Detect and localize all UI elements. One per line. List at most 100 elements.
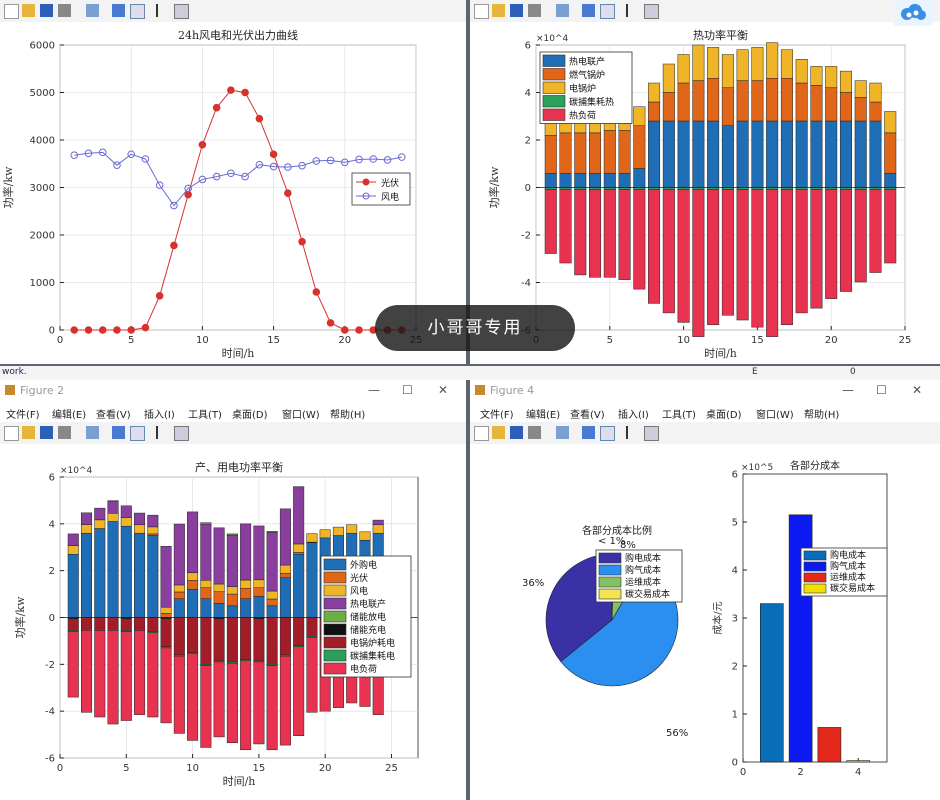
bar-segment <box>147 632 159 718</box>
insert-colorbar-icon[interactable] <box>582 426 595 439</box>
bar-segment <box>94 507 106 521</box>
plot-tools-icon[interactable] <box>174 426 189 441</box>
print-icon[interactable] <box>528 4 541 17</box>
new-figure-icon[interactable] <box>474 426 489 441</box>
pv-point <box>355 326 363 334</box>
bar-segment <box>147 617 159 632</box>
wind-point <box>241 172 249 181</box>
save-icon[interactable] <box>510 426 523 439</box>
bar-segment <box>884 189 897 264</box>
insert-colorbar-icon[interactable] <box>112 4 125 17</box>
open-icon[interactable] <box>22 426 35 439</box>
zoom-icon[interactable] <box>556 4 569 17</box>
bar-segment <box>147 514 159 528</box>
pointer-icon[interactable] <box>156 4 171 17</box>
bar-segment <box>200 665 212 748</box>
pointer-icon[interactable] <box>156 426 171 439</box>
zoom-icon[interactable] <box>556 426 569 439</box>
plot-area: 0510152025010002000300040005000600024h风电… <box>0 22 466 364</box>
bar-segment <box>648 120 661 188</box>
insert-legend-icon[interactable] <box>600 426 615 441</box>
bar-segment <box>306 533 318 543</box>
new-figure-icon[interactable] <box>474 4 489 19</box>
maximize-button[interactable]: ☐ <box>402 383 413 397</box>
print-icon[interactable] <box>58 4 71 17</box>
bar-segment <box>81 532 93 618</box>
cloud-icon[interactable] <box>893 0 933 26</box>
bar-segment <box>736 120 749 188</box>
bar-segment <box>240 598 252 618</box>
bar-segment <box>240 587 252 600</box>
bar-segment <box>81 617 93 630</box>
plot-tools-icon[interactable] <box>644 4 659 19</box>
bar-segment <box>633 106 646 126</box>
bar-segment <box>253 587 265 597</box>
wind-point <box>326 156 335 165</box>
insert-colorbar-icon[interactable] <box>112 426 125 439</box>
bar-segment <box>692 80 705 122</box>
save-icon[interactable] <box>510 4 523 17</box>
bar-segment <box>839 92 852 122</box>
bar-segment <box>544 173 557 188</box>
legend-swatch <box>542 54 566 67</box>
insert-legend-icon[interactable] <box>130 426 145 441</box>
pv-point <box>170 241 178 250</box>
minimize-button[interactable]: — <box>842 383 854 397</box>
zoom-icon[interactable] <box>86 4 99 17</box>
menu-file[interactable]: 文件(F) <box>6 410 40 421</box>
menu-window[interactable]: 窗口(W) <box>756 410 794 421</box>
insert-legend-icon[interactable] <box>600 4 615 19</box>
open-icon[interactable] <box>492 426 505 439</box>
menu-insert[interactable]: 插入(I) <box>144 410 175 421</box>
menu-tools[interactable]: 工具(T) <box>188 410 222 421</box>
menu-desktop[interactable]: 桌面(D) <box>232 410 268 421</box>
bar-segment <box>736 80 749 122</box>
pointer-icon[interactable] <box>626 426 641 439</box>
insert-legend-icon[interactable] <box>130 4 145 19</box>
bar-segment <box>854 80 867 98</box>
insert-colorbar-icon[interactable] <box>582 4 595 17</box>
pie-label: 8% <box>620 540 636 551</box>
menu-insert[interactable]: 插入(I) <box>618 410 649 421</box>
plot-tools-icon[interactable] <box>174 4 189 19</box>
save-icon[interactable] <box>40 426 53 439</box>
save-icon[interactable] <box>40 4 53 17</box>
menu-help[interactable]: 帮助(H) <box>804 410 840 421</box>
bar-segment <box>677 120 690 188</box>
pv-point <box>84 326 93 334</box>
new-figure-icon[interactable] <box>4 4 19 19</box>
menu-window[interactable]: 窗口(W) <box>282 410 320 421</box>
menu-view[interactable]: 查看(V) <box>96 410 131 421</box>
bar-segment <box>736 189 749 321</box>
open-icon[interactable] <box>492 4 505 17</box>
menu-desktop[interactable]: 桌面(D) <box>706 410 742 421</box>
bar-segment <box>279 617 291 656</box>
menu-help[interactable]: 帮助(H) <box>330 410 366 421</box>
x-tick-label: 10 <box>677 335 690 346</box>
bar-segment <box>200 598 212 618</box>
bar-segment <box>721 125 734 188</box>
pv-point <box>198 140 207 149</box>
bar-segment <box>346 524 358 534</box>
pointer-icon[interactable] <box>626 4 641 17</box>
close-button[interactable]: ✕ <box>912 383 923 397</box>
pv-point <box>212 103 221 112</box>
menu-view[interactable]: 查看(V) <box>570 410 605 421</box>
menu-file[interactable]: 文件(F) <box>480 410 514 421</box>
menu-edit[interactable]: 编辑(E) <box>526 410 561 421</box>
new-figure-icon[interactable] <box>4 426 19 441</box>
open-icon[interactable] <box>22 4 35 17</box>
menu-edit[interactable]: 编辑(E) <box>52 410 87 421</box>
print-icon[interactable] <box>528 426 541 439</box>
print-icon[interactable] <box>58 426 71 439</box>
plot-tools-icon[interactable] <box>644 426 659 441</box>
bar-segment <box>279 508 291 566</box>
minimize-button[interactable]: — <box>368 383 380 397</box>
close-button[interactable]: ✕ <box>438 383 449 397</box>
legend-swatch <box>542 108 566 121</box>
menu-bar: 文件(F) 编辑(E) 查看(V) 插入(I) 工具(T) 桌面(D) 窗口(W… <box>470 402 940 422</box>
maximize-button[interactable]: ☐ <box>876 383 887 397</box>
menu-tools[interactable]: 工具(T) <box>662 410 696 421</box>
pie-label: 56% <box>666 728 688 739</box>
zoom-icon[interactable] <box>86 426 99 439</box>
